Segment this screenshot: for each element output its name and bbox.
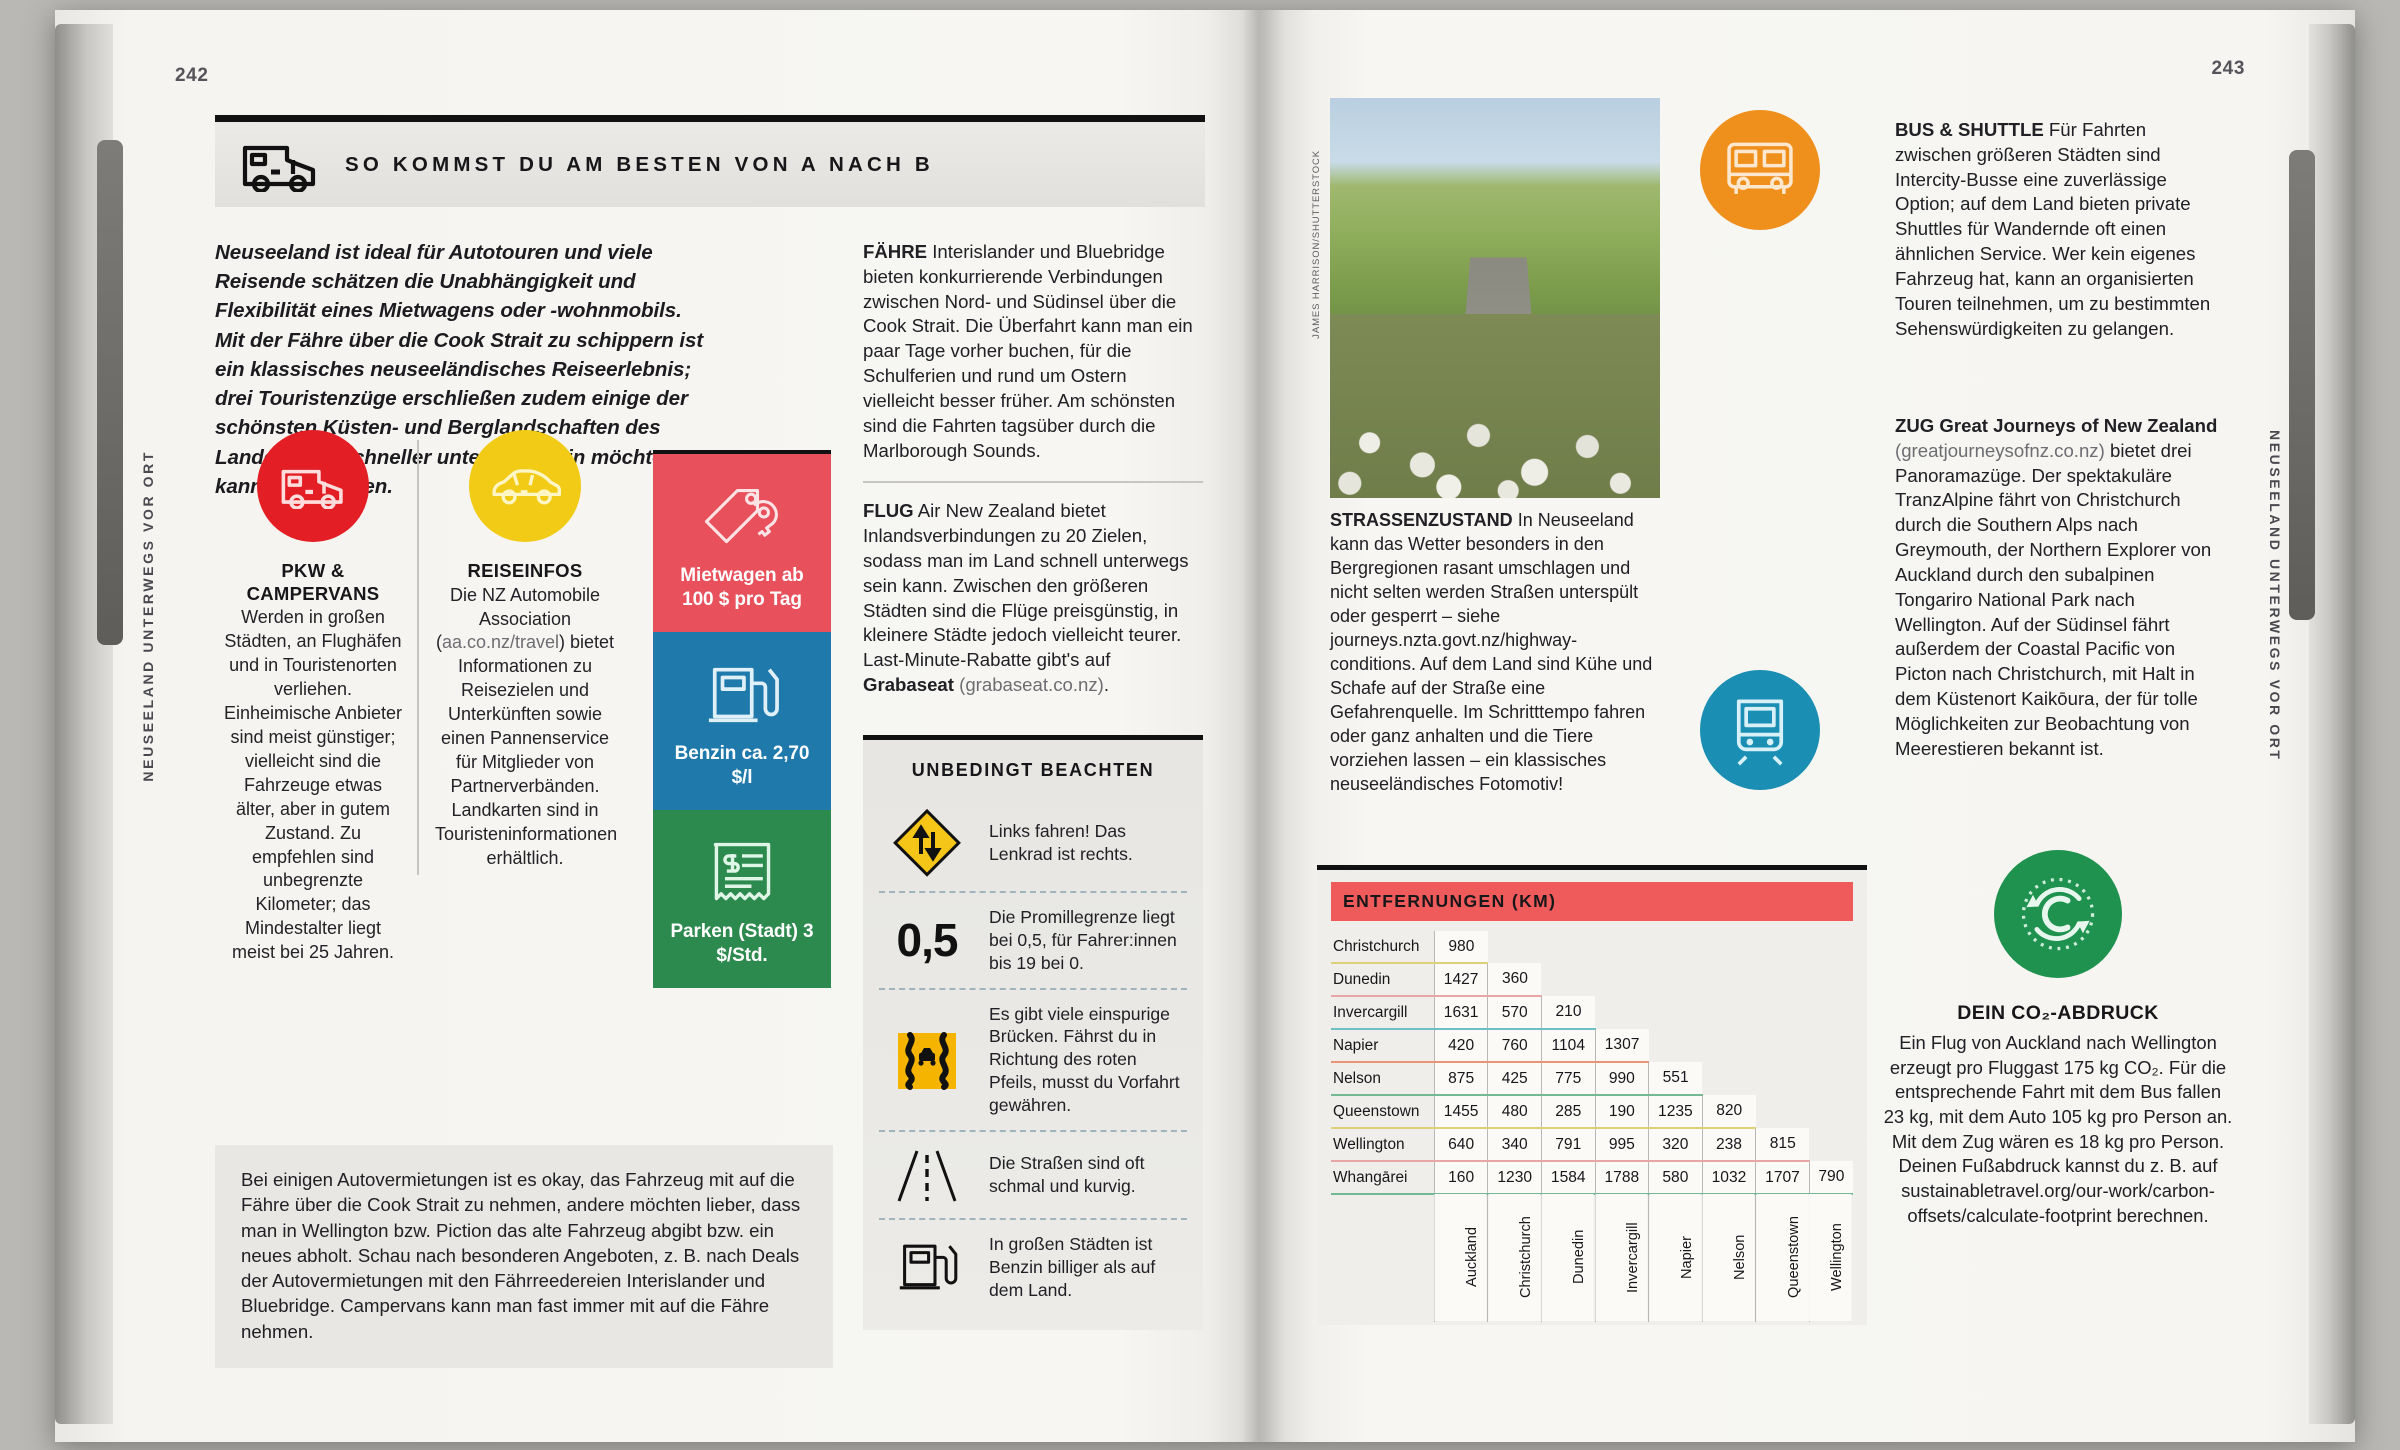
notice-item: Die Straßen sind oft schmal und kurvig. bbox=[879, 1129, 1187, 1218]
stat-rental-car: Mietwagen ab 100 $ pro Tag bbox=[653, 454, 831, 632]
stat-label: Mietwagen ab 100 $ pro Tag bbox=[680, 565, 804, 610]
faehre-paragraph: FÄHRE Interislander und Bluebridge biete… bbox=[863, 240, 1203, 463]
grabaseat-link[interactable]: (grabaseat.co.nz) bbox=[959, 674, 1104, 695]
icon-column-reiseinfos: REISEINFOS Die NZ Automobile Association… bbox=[435, 430, 618, 871]
flug-label: FLUG bbox=[863, 500, 914, 522]
cost-stats: Mietwagen ab 100 $ pro Tag bbox=[653, 450, 831, 988]
thumb-tab-right[interactable] bbox=[2289, 150, 2315, 620]
fuel-pump-icon bbox=[663, 654, 821, 736]
folio-right: 243 bbox=[2211, 58, 2245, 79]
notice-text: In großen Städten ist Benzin billiger al… bbox=[989, 1233, 1156, 1300]
notice-text: Links fahren! Das Lenkrad ist rechts. bbox=[989, 821, 1133, 864]
notice-text: Die Promillegrenze liegt bei 0,5, für Fa… bbox=[989, 907, 1177, 973]
two-way-traffic-sign-icon bbox=[879, 808, 975, 878]
notice-panel: UNBEDINGT BEACHTEN Links fahren! Das Len… bbox=[863, 735, 1203, 1331]
notice-item: Links fahren! Das Lenkrad ist rechts. bbox=[879, 795, 1187, 891]
ferry-flight-column: FÄHRE Interislander und Bluebridge biete… bbox=[863, 240, 1203, 698]
notice-title: UNBEDINGT BEACHTEN bbox=[911, 760, 1155, 780]
aa-link[interactable]: aa.co.nz/travel bbox=[441, 632, 560, 653]
flug-text-post: . bbox=[1103, 674, 1110, 695]
stat-parking: Parken (Stadt) 3 $/Std. bbox=[653, 809, 831, 988]
winding-road-icon bbox=[879, 1145, 975, 1205]
stat-label: Benzin ca. 2,70 $/l bbox=[674, 742, 810, 788]
icon-column-body: Werden in großen Städten, an Flughäfen u… bbox=[223, 607, 403, 963]
blood-alcohol-limit-icon: 0,5 bbox=[879, 913, 975, 967]
campervan-badge-icon bbox=[257, 430, 369, 542]
car-badge-icon bbox=[469, 430, 581, 542]
notice-text: Die Straßen sind oft schmal und kurvig. bbox=[989, 1153, 1145, 1196]
body-pre: Die NZ Automobile Association ( bbox=[435, 584, 601, 653]
one-lane-bridge-sign-icon bbox=[879, 1025, 975, 1095]
notice-item: In großen Städten ist Benzin billiger al… bbox=[879, 1217, 1187, 1315]
receipt-icon bbox=[663, 832, 821, 914]
ferry-tip-box: Bei einigen Autovermietungen ist es okay… bbox=[215, 1145, 833, 1368]
section-header: SO KOMMST DU AM BESTEN VON A NACH B bbox=[215, 115, 1205, 207]
section-title: SO KOMMST DU AM BESTEN VON A NACH B bbox=[345, 152, 934, 176]
notice-item: 0,5 Die Promillegrenze liegt bei 0,5, fü… bbox=[879, 891, 1187, 988]
running-head-left: NEUSEELAND UNTERWEGS VOR ORT bbox=[140, 450, 156, 782]
running-head-right: NEUSEELAND UNTERWEGS VOR ORT bbox=[2267, 430, 2283, 762]
notice-text: Es gibt viele einspurige Brücken. Fährst… bbox=[989, 1003, 1180, 1116]
page-edge-right bbox=[2309, 24, 2355, 1424]
faehre-label: FÄHRE bbox=[863, 241, 928, 262]
thumb-tab-left[interactable] bbox=[97, 140, 123, 645]
page-left: 242 NEUSEELAND UNTERWEGS VOR ORT bbox=[55, 10, 1260, 1442]
open-book: 242 NEUSEELAND UNTERWEGS VOR ORT bbox=[55, 10, 2355, 1442]
campervan-icon bbox=[241, 138, 319, 192]
icon-column-heading: REISEINFOS bbox=[467, 560, 583, 581]
fuel-pump-icon bbox=[879, 1236, 975, 1298]
page-right: 243 NEUSEELAND UNTERWEGS VOR ORT bbox=[1260, 10, 2355, 1442]
stat-label: Parken (Stadt) 3 $/Std. bbox=[670, 920, 814, 966]
grabaseat-brand: Grabaseat bbox=[863, 674, 954, 695]
icon-column-pkw: PKW & CAMPERVANS Werden in großen Städte… bbox=[223, 430, 403, 965]
icon-column-heading: PKW & CAMPERVANS bbox=[246, 560, 380, 604]
notice-item: Es gibt viele einspurige Brücken. Fährst… bbox=[879, 987, 1187, 1130]
icon-column-body: Die NZ Automobile Association (aa.co.nz/… bbox=[435, 584, 618, 871]
flug-text-pre: Air New Zealand bietet Inlandsverbindung… bbox=[863, 500, 1189, 671]
body-post: ) bietet Informationen zu Reisezielen un… bbox=[435, 632, 618, 868]
stat-fuel: Benzin ca. 2,70 $/l bbox=[653, 631, 831, 810]
faehre-text: Interislander und Bluebridge bieten konk… bbox=[863, 241, 1193, 461]
flug-paragraph: FLUG Air New Zealand bietet Inlandsverbi… bbox=[863, 499, 1203, 698]
folio-left: 242 bbox=[175, 65, 209, 86]
price-tag-key-icon bbox=[663, 476, 821, 558]
column-divider bbox=[417, 440, 419, 875]
paragraph-divider bbox=[863, 481, 1203, 484]
limit-value: 0,5 bbox=[896, 914, 959, 967]
